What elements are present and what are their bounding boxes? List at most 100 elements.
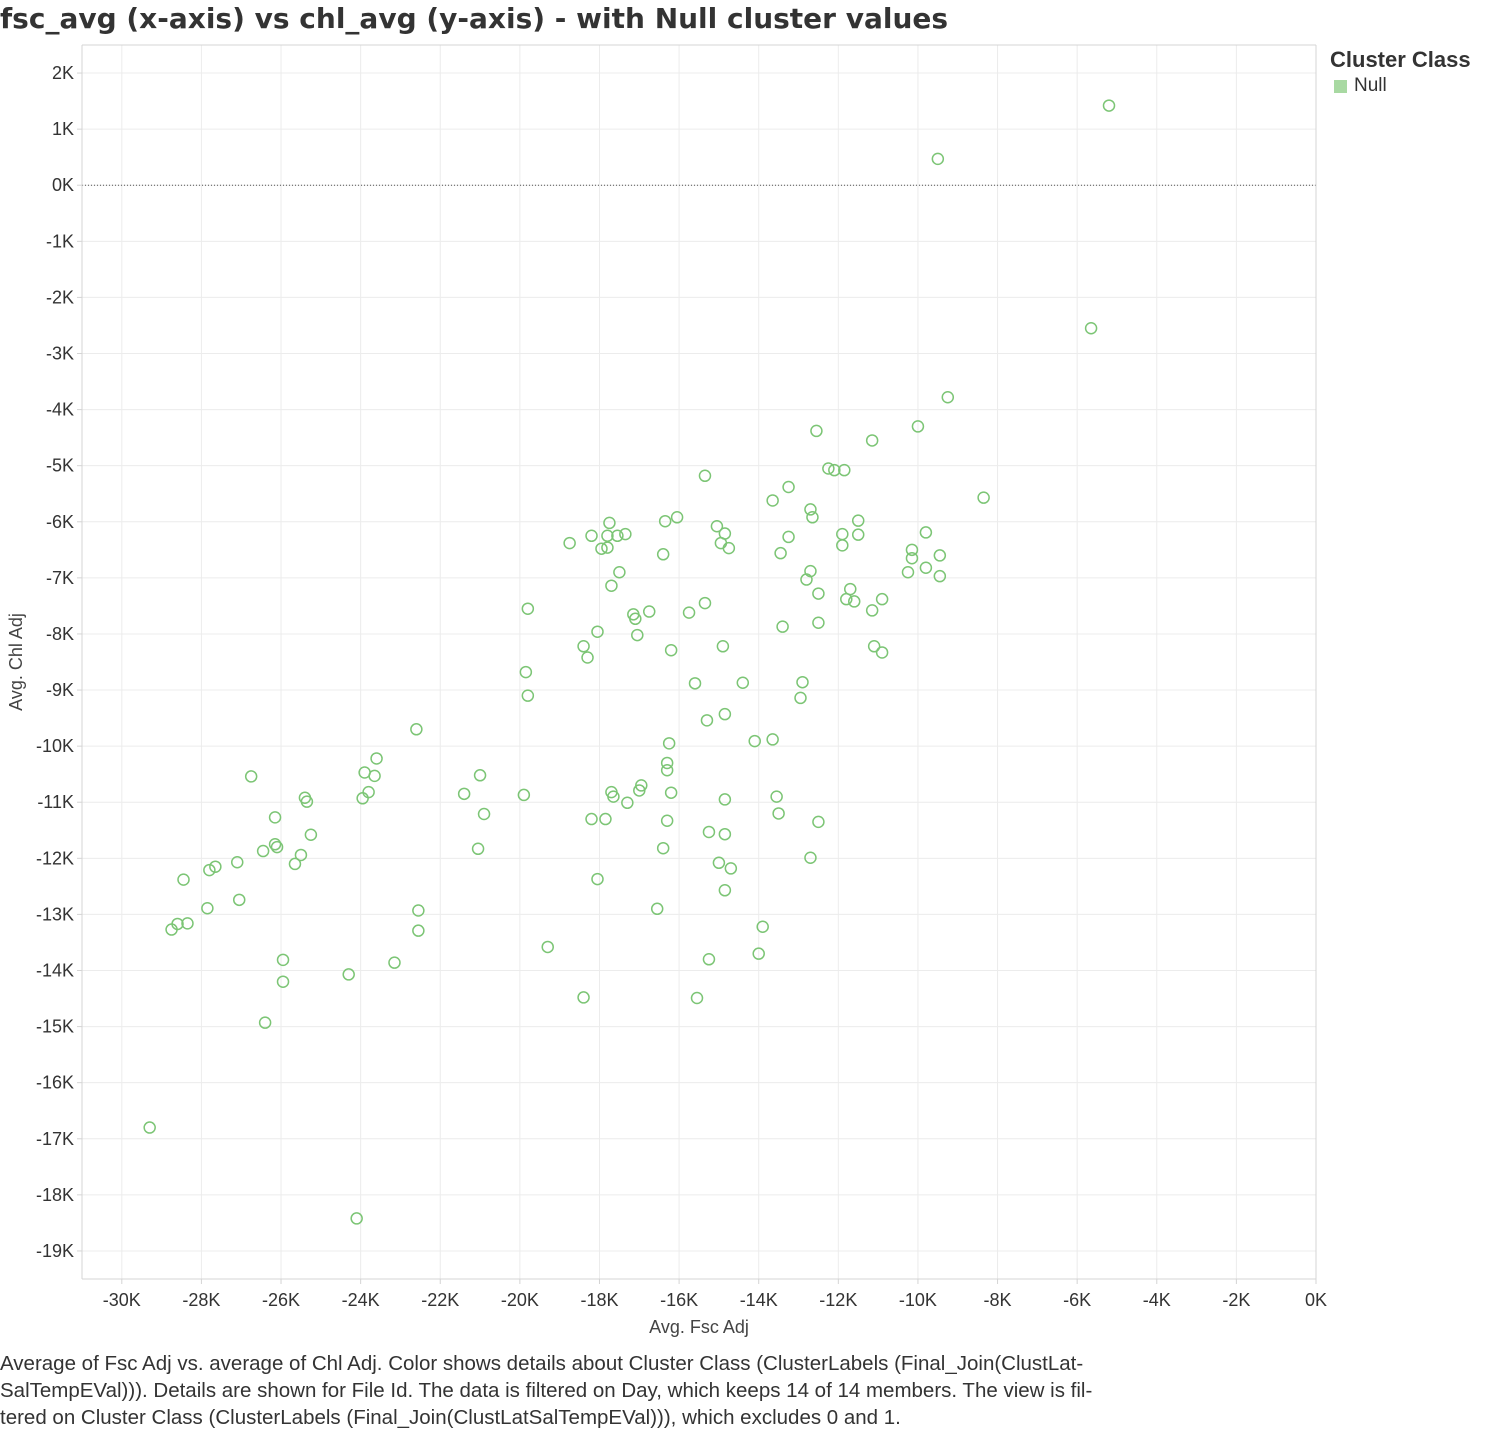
x-tick-label: -22K xyxy=(421,1290,459,1310)
scatter-point xyxy=(605,579,618,592)
scatter-point xyxy=(656,841,670,855)
x-tick-label: -24K xyxy=(342,1290,380,1310)
scatter-point xyxy=(700,714,714,727)
scatter-point xyxy=(800,573,813,586)
scatter-point xyxy=(772,807,785,820)
scatter-point xyxy=(660,764,674,777)
x-tick-label: -6K xyxy=(1063,1290,1091,1310)
scatter-point xyxy=(724,862,738,875)
scatter-point xyxy=(270,840,284,854)
scatter-point xyxy=(867,640,881,653)
scatter-point xyxy=(851,528,865,541)
y-tick-label: -13K xyxy=(36,904,74,924)
scatter-point xyxy=(519,665,533,679)
scatter-point xyxy=(776,620,789,633)
plot-frame xyxy=(81,44,1317,1280)
scatter-point xyxy=(304,828,318,842)
scatter-point xyxy=(577,991,590,1004)
scatter-point xyxy=(591,625,604,638)
y-tick-label: -3K xyxy=(46,344,74,364)
y-tick-label: -8K xyxy=(46,624,74,644)
y-tick-label: -14K xyxy=(36,961,74,981)
scatter-point xyxy=(804,503,817,516)
caption-line: SalTempEVal))). Details are shown for Fi… xyxy=(0,1379,1093,1402)
scatter-point xyxy=(718,707,732,721)
x-tick-label: -14K xyxy=(740,1290,778,1310)
y-tick-label: -4K xyxy=(46,400,74,420)
scatter-point xyxy=(268,838,282,851)
scatter-point xyxy=(670,511,684,524)
scatter-point xyxy=(642,605,656,618)
scatter-point xyxy=(919,561,933,575)
scatter-point xyxy=(812,616,825,629)
scatter-point xyxy=(716,640,730,653)
scatter-point xyxy=(521,689,535,702)
scatter-point xyxy=(766,494,779,507)
scatter-point xyxy=(702,825,716,839)
y-axis-label: Avg. Chl Adj xyxy=(6,613,26,711)
y-tick-label: -10K xyxy=(36,736,74,756)
y-axis-ticks: 2K 1K 0K -1K -2K -3K -4K -5K -6K -7K -8K -9K -10K -11… xyxy=(36,63,82,1261)
legend-title: Cluster Class xyxy=(1330,47,1471,72)
scatter-point xyxy=(591,872,604,886)
scatter-point xyxy=(599,812,612,826)
scatter-point xyxy=(477,807,491,821)
data-points xyxy=(143,99,1116,1225)
x-tick-label: -26K xyxy=(262,1290,300,1310)
scatter-point xyxy=(350,1212,363,1225)
y-tick-label: -16K xyxy=(36,1073,74,1093)
y-tick-label: -2K xyxy=(46,287,74,307)
scatter-point xyxy=(810,424,823,438)
legend-item-null[interactable]: Null xyxy=(1334,75,1471,97)
y-tick-label: -19K xyxy=(36,1241,74,1261)
scatter-point xyxy=(613,566,626,579)
scatter-point xyxy=(752,947,765,960)
scatter-point xyxy=(710,520,724,533)
y-tick-label: 2K xyxy=(52,63,74,83)
scatter-point xyxy=(541,940,554,954)
scatter-point xyxy=(201,901,214,915)
scatter-point xyxy=(601,541,614,554)
scatter-point xyxy=(865,434,879,447)
caption-line: tered on Cluster Class (ClusterLabels (F… xyxy=(0,1406,901,1429)
scatter-point xyxy=(756,920,769,933)
scatter-point xyxy=(473,769,487,782)
scatter-point xyxy=(298,791,312,804)
scatter-point xyxy=(209,860,222,873)
scatter-point xyxy=(581,651,594,664)
scatter-point xyxy=(258,1016,272,1029)
scatter-point xyxy=(774,546,787,560)
scatter-point xyxy=(770,790,783,803)
scatter-point xyxy=(660,756,674,770)
legend-swatch xyxy=(1334,79,1347,93)
scatter-point xyxy=(203,863,216,877)
scatter-point xyxy=(362,785,375,799)
y-tick-label: -11K xyxy=(37,792,74,812)
scatter-point xyxy=(358,766,371,779)
scatter-point xyxy=(457,787,471,801)
scatter-point xyxy=(410,723,423,736)
scatter-point xyxy=(905,551,919,565)
scatter-point xyxy=(712,856,726,870)
scatter-point xyxy=(232,893,246,907)
scatter-point xyxy=(276,975,290,988)
scatter-point xyxy=(840,592,853,606)
x-tick-label: -8K xyxy=(984,1290,1012,1310)
scatter-point xyxy=(342,968,355,981)
scatter-point xyxy=(635,779,648,792)
scatter-point xyxy=(782,480,795,494)
scatter-point xyxy=(356,792,369,805)
scatter-point xyxy=(804,851,817,865)
y-tick-label: -12K xyxy=(36,848,74,868)
scatter-point xyxy=(1102,99,1116,112)
y-tick-label: -15K xyxy=(36,1017,74,1037)
scatter-point xyxy=(838,463,851,477)
scatter-point xyxy=(370,752,383,765)
scatter-point xyxy=(941,391,955,404)
scatter-point xyxy=(517,788,531,802)
y-tick-label: 0K xyxy=(52,175,74,195)
scatter-point xyxy=(563,536,576,550)
y-tick-label: -1K xyxy=(46,231,74,251)
scatter-point xyxy=(619,527,632,541)
